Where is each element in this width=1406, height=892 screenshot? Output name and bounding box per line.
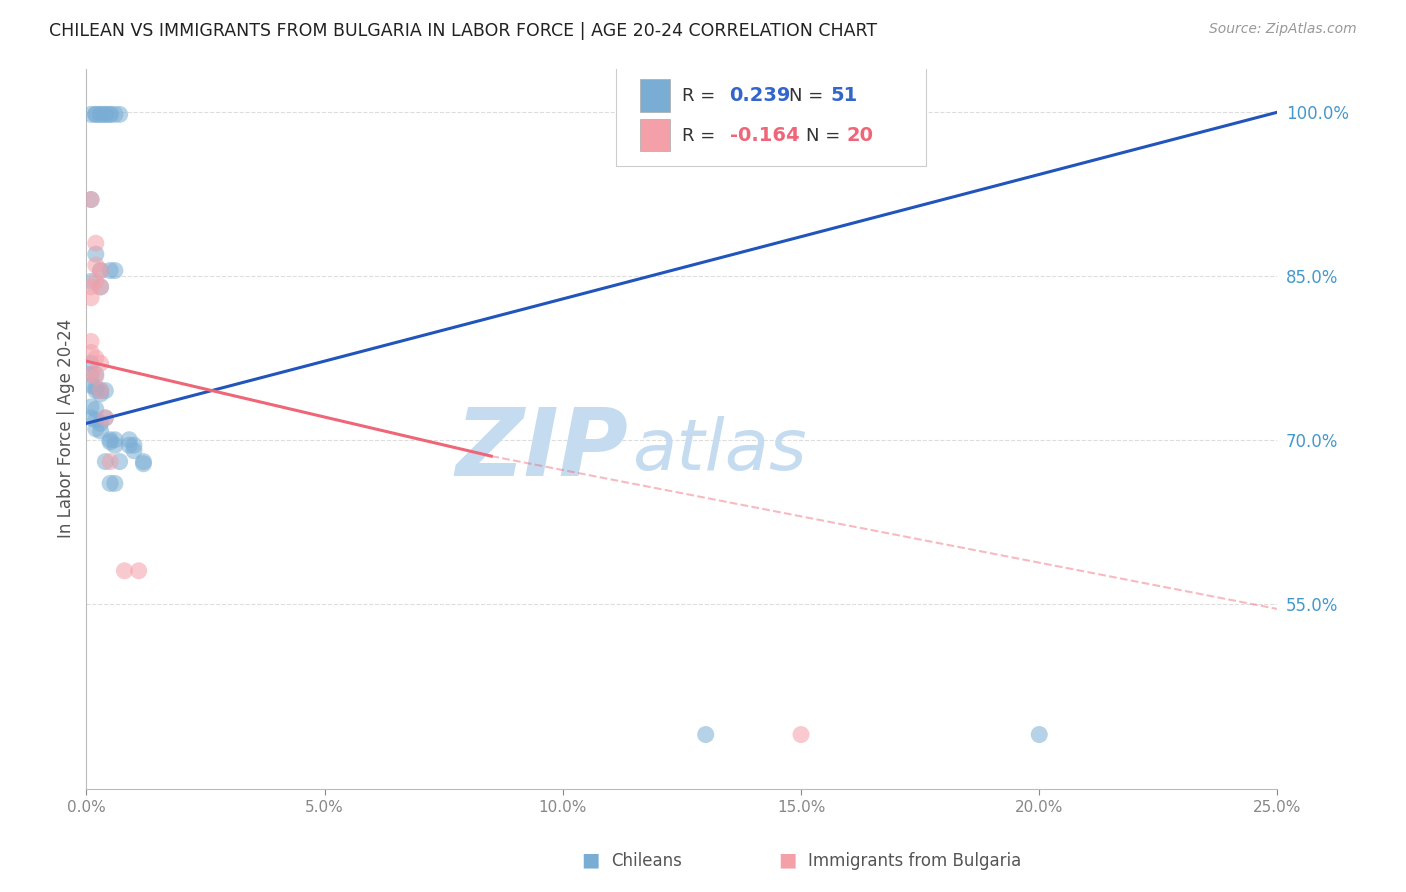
Text: -0.164: -0.164 bbox=[730, 126, 799, 145]
Point bbox=[80, 107, 103, 121]
Y-axis label: In Labor Force | Age 20-24: In Labor Force | Age 20-24 bbox=[58, 319, 75, 539]
Point bbox=[90, 384, 112, 398]
Point bbox=[84, 107, 107, 121]
Point bbox=[84, 380, 107, 394]
Point bbox=[90, 280, 112, 294]
Bar bbox=[640, 119, 671, 152]
Point bbox=[80, 345, 103, 359]
Point bbox=[132, 454, 155, 468]
Point bbox=[122, 443, 145, 458]
Text: R =: R = bbox=[682, 127, 721, 145]
Text: 0.239: 0.239 bbox=[730, 87, 792, 105]
Point bbox=[94, 107, 117, 121]
Point bbox=[80, 400, 103, 414]
Point bbox=[80, 291, 103, 305]
Point bbox=[90, 107, 112, 121]
Point bbox=[94, 454, 117, 468]
Point bbox=[790, 727, 813, 741]
Point bbox=[90, 263, 112, 277]
Text: Source: ZipAtlas.com: Source: ZipAtlas.com bbox=[1209, 22, 1357, 37]
Point bbox=[108, 454, 131, 468]
Point bbox=[104, 476, 127, 491]
Point bbox=[98, 433, 121, 447]
Point bbox=[84, 236, 107, 251]
Point bbox=[98, 107, 121, 121]
Text: ■: ■ bbox=[778, 851, 797, 870]
Point bbox=[80, 368, 103, 382]
Point bbox=[98, 454, 121, 468]
Point bbox=[80, 275, 103, 289]
Point bbox=[90, 387, 112, 401]
Point bbox=[104, 107, 127, 121]
Point bbox=[90, 356, 112, 370]
Text: 51: 51 bbox=[831, 87, 858, 105]
Point bbox=[104, 263, 127, 277]
Point bbox=[80, 411, 103, 425]
Point bbox=[84, 247, 107, 261]
Point bbox=[94, 411, 117, 425]
Point bbox=[80, 334, 103, 349]
Text: R =: R = bbox=[682, 87, 721, 105]
Point bbox=[90, 384, 112, 398]
Point bbox=[695, 727, 717, 741]
Point bbox=[84, 402, 107, 417]
Point bbox=[80, 378, 103, 392]
Text: ZIP: ZIP bbox=[456, 404, 628, 497]
Point bbox=[84, 368, 107, 382]
Text: Chileans: Chileans bbox=[612, 852, 682, 870]
Point bbox=[98, 263, 121, 277]
Point bbox=[112, 564, 135, 578]
Point bbox=[98, 107, 121, 121]
Text: atlas: atlas bbox=[631, 416, 807, 485]
Bar bbox=[640, 79, 671, 112]
Point bbox=[84, 351, 107, 365]
Point bbox=[80, 193, 103, 207]
Point bbox=[132, 457, 155, 471]
Text: 20: 20 bbox=[846, 126, 873, 145]
Point bbox=[94, 411, 117, 425]
Point bbox=[108, 107, 131, 121]
Point bbox=[90, 417, 112, 431]
Point bbox=[94, 384, 117, 398]
Point bbox=[104, 438, 127, 452]
Point bbox=[80, 356, 103, 370]
Point bbox=[98, 434, 121, 449]
Point bbox=[90, 280, 112, 294]
Point bbox=[80, 368, 103, 382]
FancyBboxPatch shape bbox=[616, 58, 927, 166]
Text: N =: N = bbox=[806, 127, 846, 145]
Point bbox=[118, 438, 141, 452]
Point bbox=[94, 107, 117, 121]
Point bbox=[90, 424, 112, 438]
Point bbox=[84, 422, 107, 436]
Point bbox=[90, 263, 112, 277]
Point bbox=[84, 258, 107, 272]
Point bbox=[118, 433, 141, 447]
Point bbox=[84, 369, 107, 384]
Point bbox=[80, 193, 103, 207]
Text: N =: N = bbox=[789, 87, 830, 105]
Point bbox=[84, 275, 107, 289]
Point bbox=[1028, 727, 1050, 741]
Point bbox=[84, 413, 107, 427]
Point bbox=[98, 476, 121, 491]
Point bbox=[84, 384, 107, 398]
Point bbox=[80, 280, 103, 294]
Text: Immigrants from Bulgaria: Immigrants from Bulgaria bbox=[808, 852, 1022, 870]
Text: CHILEAN VS IMMIGRANTS FROM BULGARIA IN LABOR FORCE | AGE 20-24 CORRELATION CHART: CHILEAN VS IMMIGRANTS FROM BULGARIA IN L… bbox=[49, 22, 877, 40]
Text: ■: ■ bbox=[581, 851, 600, 870]
Point bbox=[104, 433, 127, 447]
Point bbox=[128, 564, 150, 578]
Point bbox=[122, 438, 145, 452]
Point bbox=[90, 107, 112, 121]
Point bbox=[84, 107, 107, 121]
